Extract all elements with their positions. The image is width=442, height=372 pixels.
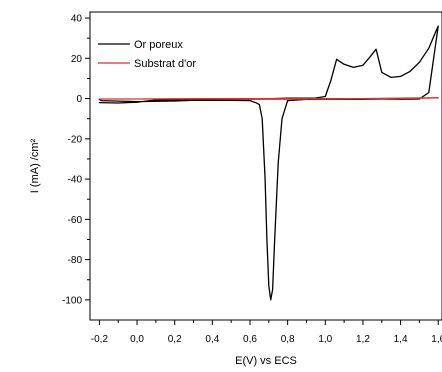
x-tick-label: -0,2 [91, 334, 109, 345]
x-tick-label: 0,0 [130, 334, 144, 345]
legend-label: Or poreux [134, 39, 183, 51]
x-tick-label: 0,6 [243, 334, 257, 345]
y-tick-label: -20 [68, 134, 83, 145]
x-tick-label: 0,2 [168, 334, 182, 345]
series-line-0 [98, 25, 439, 301]
y-tick-label: -60 [68, 215, 83, 226]
x-tick-label: 1,6 [431, 334, 442, 345]
legend-label: Substrat d'or [134, 58, 196, 70]
y-tick-label: 0 [76, 94, 82, 105]
y-axis-ticks: 40 20 0 -20 -40 -60 -80 -100 [62, 14, 90, 306]
y-axis-title: I (mA) /cm² [29, 138, 41, 193]
x-tick-label: 0,4 [205, 334, 219, 345]
y-tick-label: -80 [68, 255, 83, 266]
plot-frame [89, 11, 442, 321]
x-tick-label: 1,2 [356, 334, 370, 345]
y-tick-label: -100 [62, 295, 82, 306]
x-tick-label: 1,0 [318, 334, 332, 345]
x-axis-ticks: -0,2 0,0 0,2 0,4 0,6 0,8 1,0 1,2 1,4 1,6 [91, 320, 442, 345]
legend: Or poreux Substrat d'or [98, 39, 196, 70]
x-axis-title: E(V) vs ECS [235, 355, 297, 367]
series-line-1 [98, 97, 439, 100]
y-tick-label: 20 [71, 54, 83, 65]
y-tick-label: -40 [68, 175, 83, 186]
x-tick-label: 0,8 [281, 334, 295, 345]
y-tick-label: 40 [71, 14, 83, 25]
x-tick-label: 1,4 [394, 334, 408, 345]
series-layer [98, 25, 439, 301]
